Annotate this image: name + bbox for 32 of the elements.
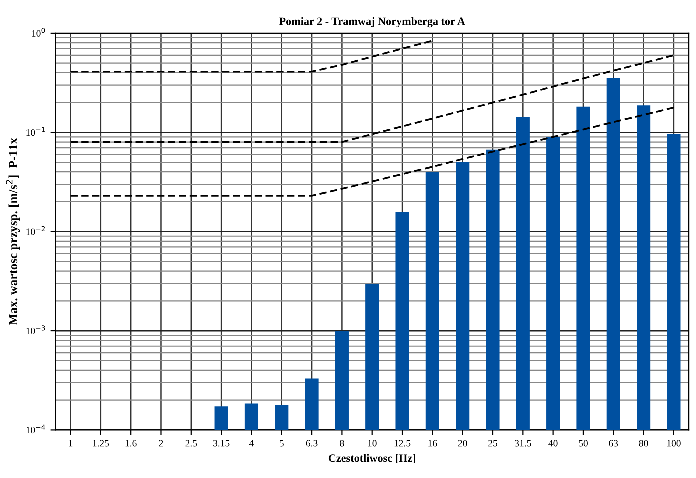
line-series — [70, 106, 675, 197]
line-series — [70, 40, 434, 73]
x-tick-label: 63 — [609, 440, 618, 447]
x-tick-label: 2.5 — [186, 440, 198, 447]
y-tick-label: 10$^{−1}$ — [26, 127, 46, 136]
x-tick-label: 12.5 — [394, 440, 411, 447]
x-tick-label: 16 — [428, 440, 438, 447]
x-tick-label: 31.5 — [515, 440, 532, 447]
y-tick-label: 10$^{−2}$ — [26, 226, 45, 236]
x-tick-label: 100 — [668, 440, 681, 447]
y-tick-label: 10$^{0}$ — [32, 28, 46, 37]
x-tick-label: 1.25 — [93, 440, 110, 447]
x-tick-label: 8 — [340, 440, 344, 447]
x-tick-label: 5 — [280, 440, 284, 447]
y-tick-label: 10$^{−3}$ — [26, 326, 46, 334]
x-tick-label: 3.15 — [214, 440, 230, 447]
x-tick-label: 20 — [458, 440, 468, 447]
y-axis-title: Max. wartosc przysp. [m/s$^{2}$] P-11x — [6, 138, 20, 326]
x-tick-label: 50 — [579, 440, 588, 447]
x-axis-title: Czestotliwosc [Hz] — [328, 454, 416, 464]
x-tick-label: 80 — [639, 440, 648, 447]
x-tick-label: 10 — [368, 440, 377, 447]
line-series — [70, 54, 675, 144]
chart-title: Pomiar 2 - Tramwaj Norymberga tor A — [279, 17, 466, 28]
x-tick-label: 1.6 — [126, 440, 137, 447]
x-tick-label: 25 — [488, 440, 498, 447]
x-tick-label: 40 — [548, 440, 558, 447]
x-tick-label: 2 — [159, 440, 164, 447]
y-tick-label: 10$^{−4}$ — [26, 424, 46, 434]
x-tick-label: 1 — [69, 440, 73, 447]
x-tick-label: 6.3 — [306, 440, 318, 447]
x-tick-label: 4 — [249, 440, 254, 447]
